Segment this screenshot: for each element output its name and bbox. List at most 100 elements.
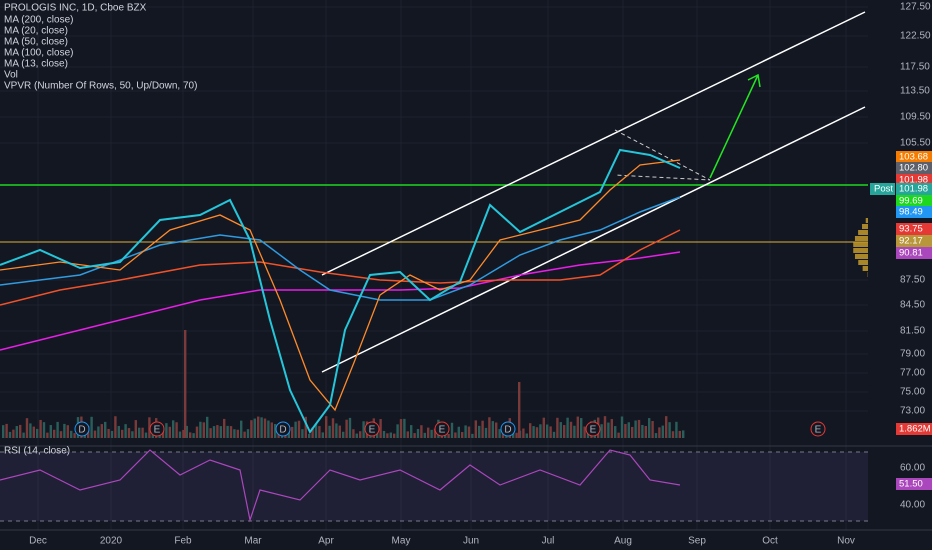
- ma-100: [0, 229, 681, 306]
- volume-bar: [263, 418, 267, 438]
- price-tag: [896, 423, 932, 435]
- volume-bar: [260, 417, 263, 438]
- volume-bar: [335, 423, 338, 438]
- price-tag-label: 102.80: [899, 163, 928, 174]
- volume-bar: [542, 417, 545, 438]
- volume-bar: [488, 417, 491, 438]
- volume-bar: [413, 433, 416, 438]
- price-tag: [896, 223, 932, 235]
- volume-bar: [624, 424, 627, 438]
- arrow: [709, 74, 759, 179]
- profile-bar: [854, 236, 878, 241]
- volume-bar: [257, 416, 260, 438]
- event-label: E: [154, 425, 161, 436]
- volume-bar: [73, 433, 76, 438]
- volume-bar: [287, 430, 290, 438]
- volume-bar: [2, 425, 5, 438]
- price-axis-bg: [868, 0, 932, 530]
- volume-bar: [362, 421, 365, 438]
- volume-bar: [583, 426, 586, 438]
- volume-bar: [569, 421, 573, 438]
- volume-bar: [277, 433, 280, 438]
- volume-bar: [189, 432, 192, 438]
- event-label: E: [815, 425, 822, 436]
- volume-bar: [675, 421, 678, 438]
- volume-bar: [403, 418, 406, 438]
- volume-bar: [389, 432, 392, 438]
- event-label: E: [439, 425, 446, 436]
- volume-bar: [325, 416, 328, 438]
- volume: [2, 330, 685, 438]
- event-marker: [434, 421, 450, 437]
- time-label: Jul: [542, 536, 555, 547]
- volume-bar: [665, 416, 668, 438]
- volume-bar: [110, 430, 114, 438]
- volume-bar: [19, 424, 22, 438]
- volume-bar: [182, 429, 185, 438]
- volume-bar: [529, 423, 532, 438]
- profile-bar: [853, 242, 878, 247]
- event-marker: [74, 421, 90, 437]
- rsi-axis-label: 60.00: [900, 463, 925, 474]
- price-label: 127.50: [900, 2, 931, 13]
- price-label: 84.50: [900, 300, 925, 311]
- volume-bar: [430, 429, 433, 438]
- volume-bar: [450, 422, 454, 438]
- volume-bar: [161, 429, 165, 438]
- volume-bar: [525, 433, 528, 438]
- time-label: May: [392, 536, 411, 547]
- volume-bar: [535, 427, 539, 438]
- volume-bar: [495, 422, 498, 438]
- post-label: Post: [874, 184, 893, 195]
- price-label: 73.00: [900, 406, 925, 417]
- volume-bar: [682, 430, 685, 438]
- volume-bar: [141, 427, 144, 438]
- volume-bar: [178, 431, 182, 438]
- volume-bar: [12, 429, 15, 438]
- volume-bar: [416, 428, 420, 438]
- price-tag-label: 101.98: [899, 175, 928, 186]
- volume-bar: [274, 424, 277, 438]
- volume-bar: [90, 416, 93, 438]
- volume-bar: [631, 426, 634, 438]
- volume-bar: [22, 432, 25, 438]
- volume-bar: [661, 425, 664, 438]
- volume-bar: [566, 417, 569, 438]
- volume-bar: [648, 418, 651, 438]
- volume-bar: [36, 428, 39, 438]
- volume-bar: [461, 432, 464, 438]
- price-tag: [896, 162, 932, 174]
- volume-bar: [172, 420, 175, 438]
- price-tag-label: 90.81: [899, 248, 923, 259]
- volume-bar: [42, 422, 46, 438]
- volume-bar: [491, 421, 494, 438]
- volume-bar: [331, 418, 335, 438]
- channel-top: [321, 11, 866, 276]
- volume-bar: [563, 425, 566, 438]
- volume-bar: [410, 425, 413, 438]
- volume-bar: [644, 426, 647, 438]
- event-label: E: [590, 425, 597, 436]
- volume-bar: [556, 417, 559, 438]
- volume-bar: [209, 428, 212, 438]
- ma-50: [0, 196, 681, 301]
- volume-bar: [127, 428, 131, 438]
- volume-bar: [328, 425, 331, 438]
- volume-bar: [267, 420, 270, 438]
- volume-bar: [454, 432, 457, 438]
- price-label: 113.50: [900, 86, 930, 97]
- volume-bar: [549, 426, 552, 438]
- volume-bar: [352, 429, 355, 438]
- volume-bar: [8, 431, 12, 438]
- volume-spike: [518, 382, 521, 438]
- volume-bar: [5, 423, 8, 438]
- volume-bar: [546, 424, 549, 438]
- indicator: MA (20, close): [4, 26, 68, 37]
- volume-bar: [396, 424, 399, 438]
- volume-bar: [250, 420, 253, 438]
- volume-bar: [223, 418, 226, 438]
- time-label: Apr: [318, 536, 334, 547]
- price-label: 109.50: [900, 112, 931, 123]
- volume-bar: [202, 422, 205, 438]
- volume-bar: [420, 425, 423, 438]
